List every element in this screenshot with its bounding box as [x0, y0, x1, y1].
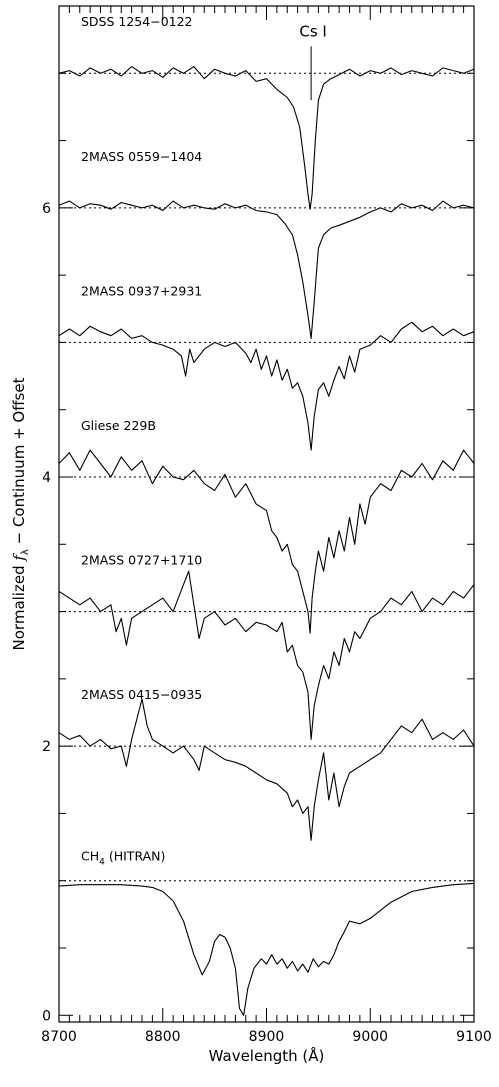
series-line-4 — [58, 570, 475, 740]
series-label-post-6: (HITRAN) — [105, 849, 166, 864]
axis-tick-labels: 8700 8800 8900 9000 9100 0 2 4 6 — [41, 201, 492, 1045]
series-label-main-2: 2MASS 0937+2931 — [81, 283, 202, 298]
y-axis-title: Normalized fλ − Continuum + Offset — [10, 377, 31, 650]
series-label-main-1: 2MASS 0559−1404 — [81, 149, 202, 164]
x-axis-title: Wavelength (Å) — [209, 1046, 325, 1065]
series-label-1: 2MASS 0559−1404 — [81, 149, 202, 164]
series-label-main-0: SDSS 1254−0122 — [81, 14, 193, 29]
series-label-6: CH4 (HITRAN) — [81, 849, 165, 868]
series-line-6 — [58, 882, 475, 1016]
y-axis-title-f: f — [10, 553, 28, 562]
series-label-sub-6: 4 — [99, 858, 105, 868]
series-line-0 — [58, 66, 475, 210]
series-label-main-5: 2MASS 0415−0935 — [81, 687, 202, 702]
series-line-1 — [58, 200, 475, 339]
x-tick-label: 9100 — [456, 1029, 492, 1045]
series-lines — [58, 66, 475, 1016]
x-tick-label: 8700 — [41, 1029, 77, 1045]
series-line-3 — [58, 449, 475, 634]
y-axis-title-sub: λ — [20, 549, 31, 555]
x-tick-label: 8900 — [249, 1029, 285, 1045]
series-label-main-4: 2MASS 0727+1710 — [81, 552, 202, 567]
series-label-main-6: CH — [81, 849, 99, 864]
x-tick-label: 8800 — [145, 1029, 181, 1045]
y-tick-label: 0 — [42, 1008, 51, 1024]
series-label-5: 2MASS 0415−0935 — [81, 687, 202, 702]
y-axis-title-post: − Continuum + Offset — [10, 377, 28, 549]
series-label-2: 2MASS 0937+2931 — [81, 283, 202, 298]
series-label-3: Gliese 229B — [81, 418, 156, 433]
y-tick-label: 6 — [42, 201, 51, 217]
x-tick-label: 9000 — [352, 1029, 388, 1045]
series-labels: SDSS 1254−0122 2MASS 0559−1404 2MASS 0937+… — [81, 14, 202, 867]
y-tick-label: 2 — [42, 739, 51, 755]
series-label-0: SDSS 1254−0122 — [81, 14, 193, 29]
series-label-4: 2MASS 0727+1710 — [81, 552, 202, 567]
y-axis-title-pre: Normalized — [10, 561, 28, 651]
y-tick-label: 4 — [42, 470, 51, 486]
series-line-5 — [58, 698, 475, 841]
series-label-main-3: Gliese 229B — [81, 418, 156, 433]
axis-ticks — [58, 5, 475, 1022]
annotation: Cs I — [299, 22, 327, 101]
cs-i-label: Cs I — [299, 22, 326, 40]
series-line-2 — [58, 321, 475, 451]
